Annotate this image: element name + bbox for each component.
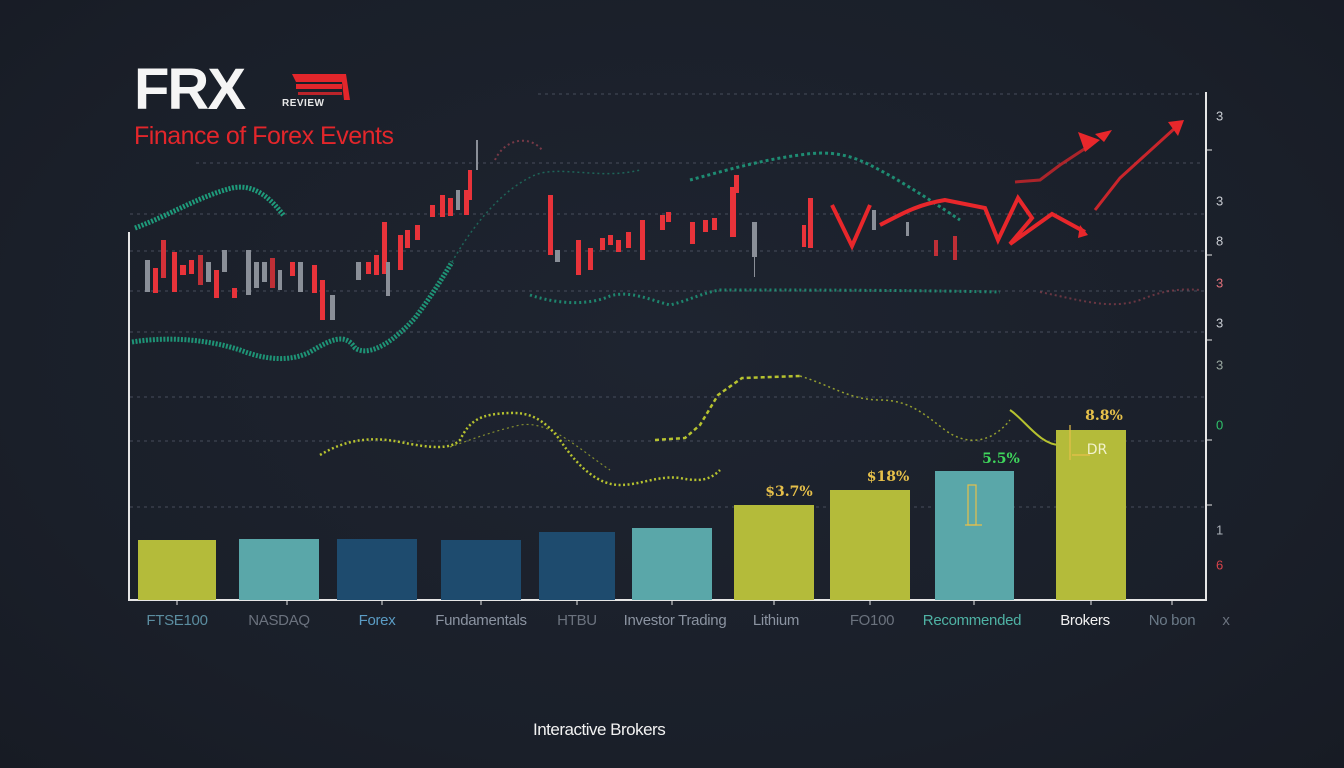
bar-value-label: 8.8%: [1085, 408, 1123, 424]
red-trend-arrowhead: [1078, 225, 1088, 238]
bar-9: [935, 471, 1014, 600]
yellow-ridge: [799, 375, 1011, 441]
red-arrow-up-1-tip: [1095, 130, 1112, 142]
grid-lines: [130, 93, 1205, 508]
yellow-momentum-line: [319, 411, 721, 487]
x-axis-label: FTSE100: [146, 612, 208, 629]
red-arrow-up-2-head: [1168, 120, 1184, 136]
logo-letters: FRX: [134, 57, 246, 122]
footer-brand: Interactive Brokers: [533, 720, 666, 739]
x-axis-label: Forex: [358, 612, 396, 629]
teal-mid-ma: [689, 151, 961, 222]
logo-tagline: Finance of Forex Events: [134, 122, 394, 150]
logo-mark: FRX REVIEW: [134, 61, 393, 119]
bar-8: [830, 490, 910, 600]
bar-value-label: $3.7%: [765, 484, 813, 500]
y-tick-label: 8: [1216, 233, 1224, 249]
y-tick-label: 3: [1216, 108, 1224, 124]
x-axis-label: Lithium: [752, 612, 800, 629]
x-axis-label: FO100: [849, 612, 895, 629]
brokers-badge-label: DR: [1086, 442, 1108, 458]
bars: [138, 430, 1126, 600]
red-faint-ma: [1039, 288, 1201, 306]
axis-ticks: [176, 149, 1212, 605]
teal-lower-ma-2: [529, 288, 1001, 307]
y-tick-label: 6: [1216, 557, 1224, 573]
teal-rise: [451, 169, 641, 263]
red-trend-line-2: [879, 194, 1086, 246]
bar-decorations: [965, 425, 1090, 526]
axes: [128, 92, 1207, 601]
x-axis-label: Recommended: [922, 612, 1022, 629]
teal-lower-ma: [131, 260, 455, 362]
teal-upper-ma: [134, 184, 286, 231]
bar-7: [734, 505, 814, 600]
bar-3: [337, 539, 417, 600]
bar-6: [632, 528, 712, 600]
bar-1: [138, 540, 216, 600]
yellow-rise: [654, 374, 801, 442]
red-arrow-up-1: [1014, 140, 1096, 184]
faint-red-arc: [494, 139, 543, 161]
x-axis-label: Brokers: [1060, 612, 1110, 629]
bar-5: [539, 532, 615, 600]
logo-badge-icon: [292, 74, 350, 100]
bar-10: [1056, 430, 1126, 600]
x-axis-label: Investor Trading: [623, 612, 727, 629]
y-tick-label: 3: [1216, 357, 1224, 373]
logo-badge-text: REVIEW: [282, 98, 325, 109]
red-trend-line: [830, 204, 872, 251]
candlesticks: [145, 140, 957, 320]
bar-value-label: $18%: [866, 469, 910, 485]
yellow-tail: [1009, 409, 1061, 446]
y-tick-label: 3: [1216, 315, 1224, 331]
yellow-momentum-line-2: [449, 423, 611, 471]
y-tick-label: 0: [1216, 417, 1224, 433]
x-axis-label: Fundamentals: [435, 612, 527, 629]
bar-4: [441, 540, 521, 600]
y-tick-label: 1: [1216, 522, 1224, 538]
y-tick-label: 3: [1216, 275, 1224, 291]
red-arrow-up-2: [1093, 126, 1177, 211]
logo: FRX REVIEW Finance of Forex Events: [134, 61, 394, 151]
bar-2: [239, 539, 319, 600]
red-arrow-up-1-head: [1078, 132, 1100, 152]
x-axis-label: No bon: [1148, 612, 1196, 629]
bar-value-label: 5.5%: [982, 451, 1020, 467]
x-axis-label: NASDAQ: [248, 612, 310, 629]
x-axis-label: HTBU: [557, 612, 597, 629]
x-axis-end-label: x: [1222, 612, 1230, 629]
y-tick-label: 3: [1216, 193, 1224, 209]
